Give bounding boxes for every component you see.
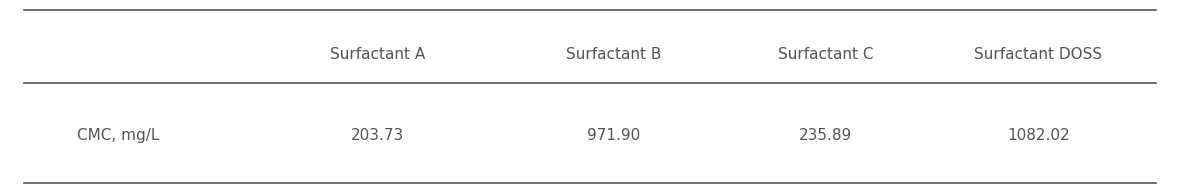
Text: Surfactant B: Surfactant B [566, 47, 661, 62]
Text: Surfactant A: Surfactant A [330, 47, 425, 62]
Text: 235.89: 235.89 [799, 128, 853, 143]
Text: 1082.02: 1082.02 [1007, 128, 1070, 143]
Text: Surfactant DOSS: Surfactant DOSS [975, 47, 1102, 62]
Text: Surfactant C: Surfactant C [779, 47, 873, 62]
Text: CMC, mg/L: CMC, mg/L [77, 128, 159, 143]
Text: 971.90: 971.90 [586, 128, 641, 143]
Text: 203.73: 203.73 [350, 128, 405, 143]
